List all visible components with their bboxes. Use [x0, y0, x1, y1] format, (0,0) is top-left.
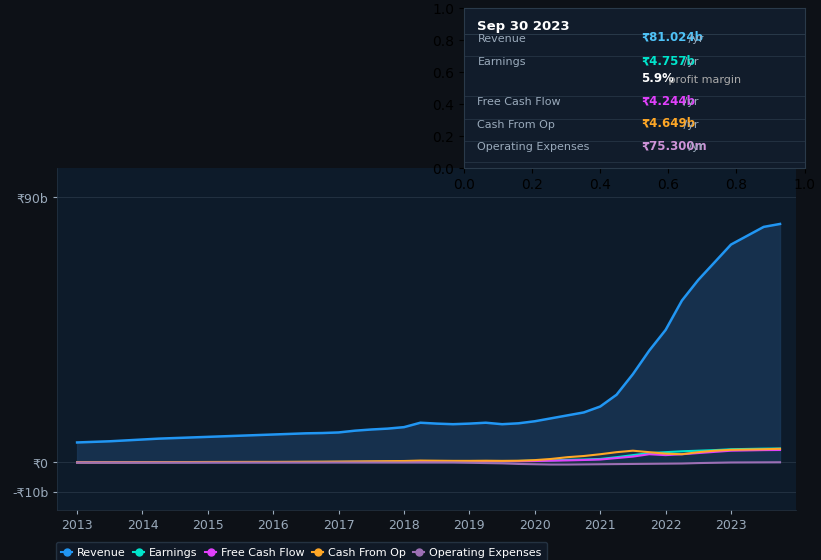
Text: 5.9%: 5.9% [641, 72, 674, 85]
Text: Free Cash Flow: Free Cash Flow [478, 97, 561, 108]
Text: /yr: /yr [686, 34, 704, 44]
Text: Earnings: Earnings [478, 58, 526, 67]
Text: ₹81.024b: ₹81.024b [641, 30, 703, 44]
Text: ₹4.244b: ₹4.244b [641, 94, 695, 108]
Text: Sep 30 2023: Sep 30 2023 [478, 20, 570, 32]
Text: /yr: /yr [681, 120, 699, 130]
Text: /yr: /yr [681, 97, 699, 108]
Text: /yr: /yr [686, 142, 704, 152]
Text: ₹4.649b: ₹4.649b [641, 116, 695, 130]
Text: ₹75.300m: ₹75.300m [641, 139, 707, 152]
Legend: Revenue, Earnings, Free Cash Flow, Cash From Op, Operating Expenses: Revenue, Earnings, Free Cash Flow, Cash … [56, 542, 547, 560]
Text: Cash From Op: Cash From Op [478, 120, 555, 130]
Text: /yr: /yr [681, 58, 699, 67]
Text: ₹4.757b: ₹4.757b [641, 54, 695, 67]
Text: Operating Expenses: Operating Expenses [478, 142, 589, 152]
Text: profit margin: profit margin [665, 75, 741, 85]
Text: Revenue: Revenue [478, 34, 526, 44]
